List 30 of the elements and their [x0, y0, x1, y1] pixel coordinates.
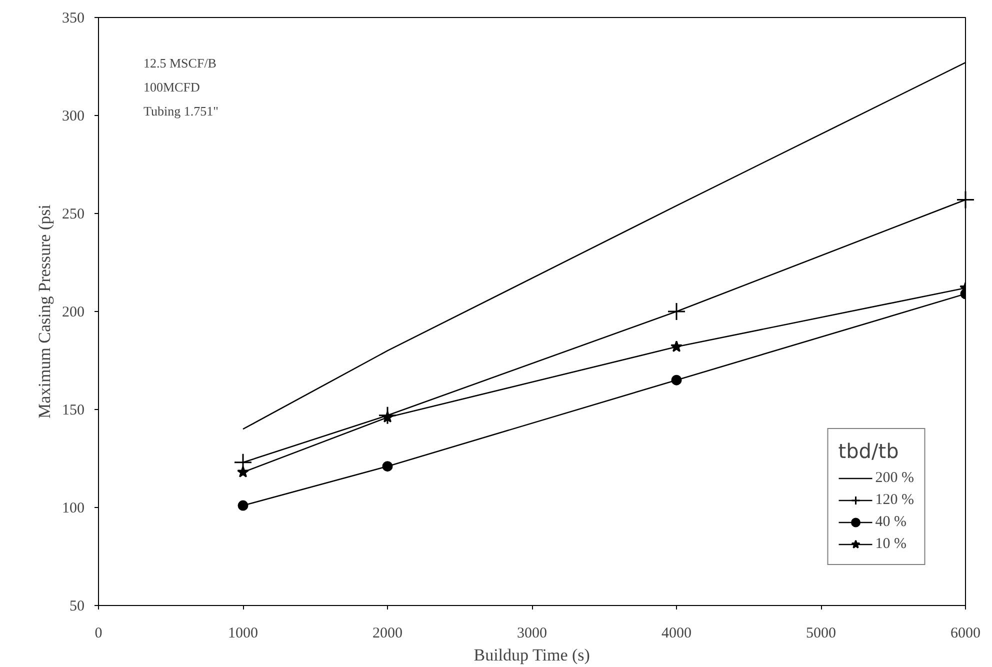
legend-label: 120 %: [875, 492, 914, 508]
y-tick-label: 50: [70, 598, 84, 614]
annotation: 100MCFD: [144, 80, 200, 94]
point: [671, 374, 682, 386]
point: [670, 340, 682, 352]
x-tick-label: 6000: [950, 626, 980, 642]
x-tick-label: 0: [94, 626, 102, 642]
x-tick-label: 2000: [372, 626, 402, 642]
legend-label: 200 %: [875, 470, 914, 486]
legend-label: 10 %: [875, 536, 906, 552]
y-tick-label: 250: [62, 206, 84, 222]
point: [667, 302, 686, 321]
y-axis-title: Maximum Casing Pressure (psi: [35, 204, 54, 418]
y-tick-label: 150: [62, 402, 84, 418]
y-tick-label: 300: [62, 108, 84, 124]
x-tick-label: 3000: [517, 626, 547, 642]
point: [956, 190, 975, 210]
y-tick-label: 100: [62, 500, 84, 516]
y-tick-label: 350: [62, 10, 84, 26]
legend-label: 40 %: [875, 514, 906, 530]
x-tick-label: 1000: [228, 626, 258, 642]
x-axis-title: Buildup Time (s): [474, 646, 590, 664]
annotation: Tubing 1.751": [144, 104, 218, 118]
y-tick-label: 200: [62, 304, 84, 320]
point: [382, 461, 393, 472]
legend-title: tbd/tb: [838, 439, 900, 463]
annotation: 12.5 MSCF/B: [144, 56, 217, 70]
x-tick-label: 4000: [662, 626, 692, 642]
x-tick-label: 5000: [806, 626, 836, 642]
point: [238, 500, 248, 511]
